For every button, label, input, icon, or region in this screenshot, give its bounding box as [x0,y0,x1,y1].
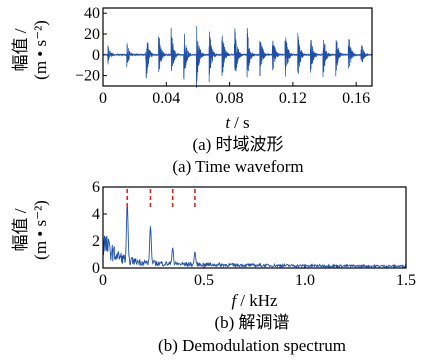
y-axis-label-line1: 幅值 / [11,208,30,251]
fault-frequency-markers [126,189,196,207]
caption-en-a: (a) Time waveform [172,157,303,176]
x-axis-unit: / s [234,113,250,132]
x-axis-unit: / kHz [240,291,278,310]
x-tick-label: 0 [99,272,107,289]
spectrum-series [102,204,407,269]
x-tick-label: 0 [99,90,107,107]
chart-demodulation-spectrum: 幅值 / (m • s⁻²) 6 4 2 0 0 0.5 1.0 1.5 f / kHz (b… [11,179,416,355]
x-tick-label: 0.5 [194,272,214,289]
y-tick-label: −20 [75,68,100,85]
x-axis-variable: f [231,291,238,310]
y-tick-label: 2 [92,233,100,250]
y-tick-label: 4 [92,206,100,223]
x-tick-label: 0.04 [152,90,180,107]
x-tick-label: 1.0 [295,272,315,289]
x-axis-label: f / kHz [231,291,277,310]
caption-en-b: (b) Demodulation spectrum [158,336,346,355]
chart-time-waveform: 幅值 / (m • s⁻²) 40 20 0 −20 0 0.04 0.08 0.12 0.1… [11,5,373,176]
y-axis-label-line1: 幅值 / [11,28,30,71]
y-tick-label: 0 [92,47,100,64]
plot-frame [102,7,373,87]
x-axis-variable: t [225,113,231,132]
x-tick-label: 1.5 [396,272,416,289]
tick-marks [102,12,357,86]
y-axis-label: 幅值 / (m • s⁻²) [11,20,50,80]
time-waveform-series [102,26,373,89]
y-tick-label: 40 [84,5,100,22]
y-tick-labels: 6 4 2 0 [92,179,100,277]
y-tick-label: 6 [92,179,100,196]
y-tick-label: 20 [84,26,100,43]
x-tick-label: 0.08 [216,90,244,107]
caption-cn-b: (b) 解调谱 [214,313,289,332]
x-tick-labels: 0 0.5 1.0 1.5 [99,272,416,289]
caption-cn-a: (a) 时域波形 [192,135,283,154]
y-axis-label: 幅值 / (m • s⁻²) [11,200,50,260]
x-axis-label: t / s [225,113,249,132]
y-tick-label: 0 [92,260,100,277]
tick-marks [102,186,407,269]
x-tick-labels: 0 0.04 0.08 0.12 0.16 [99,90,370,107]
x-tick-label: 0.12 [279,90,307,107]
y-axis-label-line2: (m • s⁻²) [31,200,50,260]
y-tick-labels: 40 20 0 −20 [75,5,100,84]
plot-frame [102,186,407,269]
y-axis-label-line2: (m • s⁻²) [31,20,50,80]
x-tick-label: 0.16 [342,90,370,107]
